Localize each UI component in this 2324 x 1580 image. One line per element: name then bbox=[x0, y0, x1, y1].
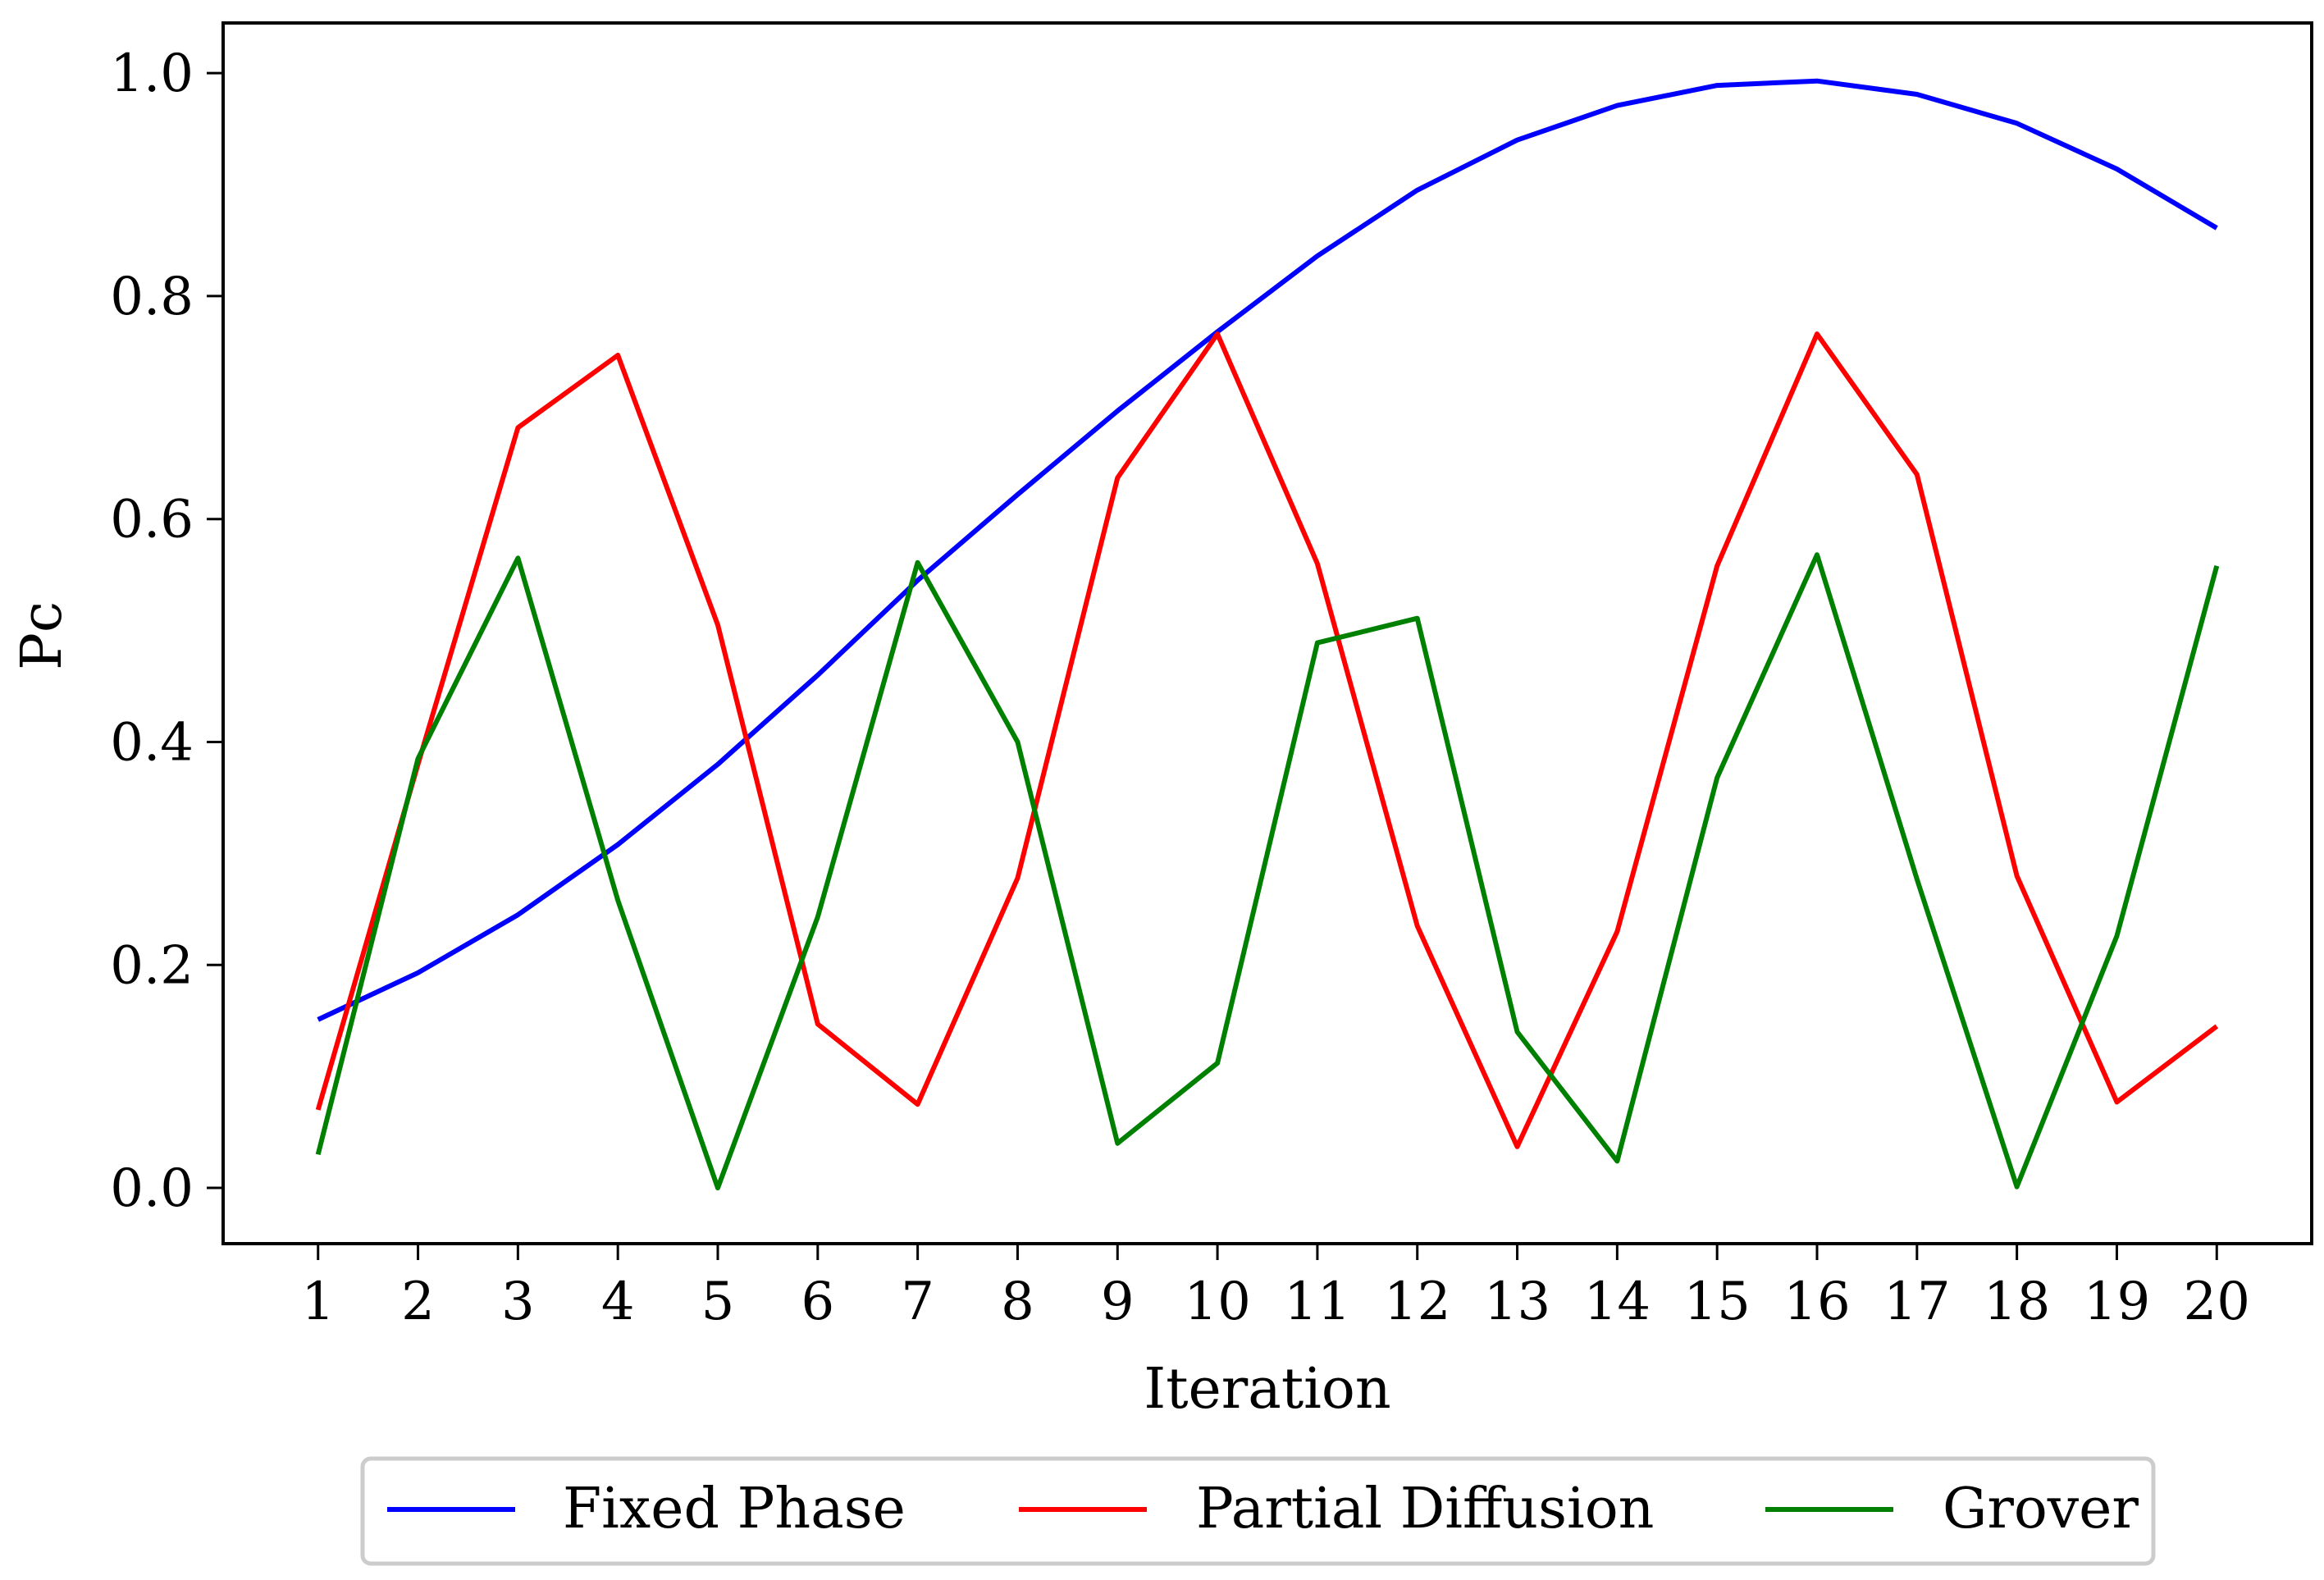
x-tick-label-13: 13 bbox=[1484, 1272, 1550, 1332]
y-tick-label-0.6: 0.6 bbox=[110, 490, 194, 550]
y-tick-label-1.0: 1.0 bbox=[110, 43, 194, 104]
y-tick-label-0.0: 0.0 bbox=[110, 1158, 194, 1219]
x-tick-label-10: 10 bbox=[1184, 1272, 1250, 1332]
y-tick-label-0.4: 0.4 bbox=[110, 712, 194, 773]
x-axis-label: Iteration bbox=[1144, 1357, 1390, 1422]
x-tick-label-4: 4 bbox=[601, 1272, 635, 1332]
x-tick-label-15: 15 bbox=[1683, 1272, 1750, 1332]
y-axis-label: Pc bbox=[10, 601, 75, 670]
x-tick-label-9: 9 bbox=[1101, 1272, 1135, 1332]
x-tick-label-14: 14 bbox=[1584, 1272, 1651, 1332]
legend: Fixed Phase Partial Diffusion Grover bbox=[360, 1456, 2156, 1566]
legend-label-partial-diffusion: Partial Diffusion bbox=[1196, 1477, 1654, 1541]
x-tick-label-16: 16 bbox=[1783, 1272, 1850, 1332]
y-tick-label-0.2: 0.2 bbox=[110, 935, 194, 996]
legend-box bbox=[360, 1456, 2156, 1566]
x-tick-label-2: 2 bbox=[401, 1272, 435, 1332]
x-tick-label-7: 7 bbox=[901, 1272, 934, 1332]
x-tick-label-11: 11 bbox=[1284, 1272, 1350, 1332]
x-tick-label-6: 6 bbox=[801, 1272, 834, 1332]
series-line-fixed-phase bbox=[317, 78, 2218, 1022]
x-tick-label-18: 18 bbox=[1984, 1272, 2050, 1332]
x-tick-label-3: 3 bbox=[501, 1272, 535, 1332]
y-axis-ticks: 0.0 0.2 0.4 0.6 0.8 1.0 bbox=[110, 43, 223, 1219]
x-tick-label-19: 19 bbox=[2084, 1272, 2150, 1332]
series-line-grover bbox=[315, 552, 2220, 1191]
x-tick-label-5: 5 bbox=[701, 1272, 735, 1332]
x-tick-label-1: 1 bbox=[301, 1272, 335, 1332]
series-line-partial-diffusion bbox=[315, 331, 2219, 1149]
y-tick-label-0.8: 0.8 bbox=[110, 267, 194, 327]
series-layer bbox=[315, 78, 2220, 1191]
x-tick-label-17: 17 bbox=[1883, 1272, 1950, 1332]
plot-area-frame bbox=[221, 21, 2313, 1245]
x-tick-label-8: 8 bbox=[1001, 1272, 1034, 1332]
x-tick-label-12: 12 bbox=[1384, 1272, 1450, 1332]
legend-label-grover: Grover bbox=[1943, 1477, 2139, 1541]
legend-label-fixed-phase: Fixed Phase bbox=[563, 1477, 906, 1541]
x-tick-label-20: 20 bbox=[2184, 1272, 2250, 1332]
x-axis-ticks: 1 2 3 4 5 6 7 8 9 10 11 12 13 14 15 16 17 18 19 20 bbox=[301, 1244, 2250, 1332]
